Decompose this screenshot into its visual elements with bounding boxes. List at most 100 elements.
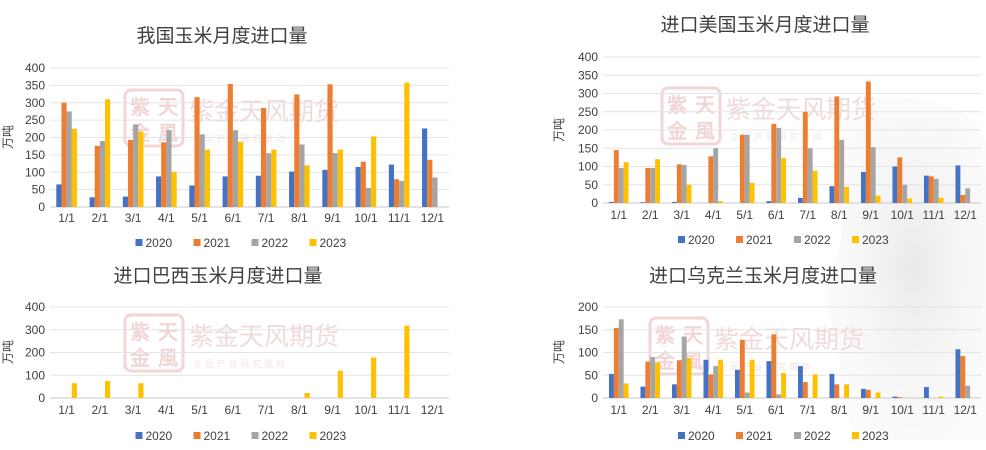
x-tick-label: 8/1 — [291, 403, 308, 417]
chart-title: 进口乌克兰玉米月度进口量 — [649, 265, 877, 287]
bar-2021-2/1 — [645, 361, 651, 398]
bar-2022-2/1 — [650, 167, 656, 203]
bar-2020-8/1 — [829, 373, 835, 398]
bar-2022-9/1 — [870, 147, 876, 203]
x-tick-label: 1/1 — [58, 211, 75, 225]
legend-label: 2022 — [804, 429, 831, 443]
legend-swatch — [135, 432, 143, 439]
bar-2021-3/1 — [127, 139, 134, 207]
bar-2023-1/1 — [623, 383, 629, 398]
y-axis-label: 万吨 — [1, 340, 15, 364]
y-tick-label: 300 — [25, 323, 45, 337]
seal-char: 紫 — [130, 320, 150, 344]
bar-2022-5/1 — [199, 134, 205, 207]
bar-2022-3/1 — [681, 165, 687, 203]
bar-2020-6/1 — [222, 176, 228, 207]
seal-logo — [123, 313, 185, 373]
bar-2021-9/1 — [327, 84, 333, 207]
bar-2020-7/1 — [797, 197, 803, 203]
seal-char: 風 — [158, 346, 178, 370]
bar-2023-8/1 — [844, 186, 850, 203]
bar-2021-8/1 — [834, 384, 840, 398]
bar-2022-6/1 — [776, 394, 782, 398]
bar-2021-3/1 — [676, 360, 682, 398]
x-tick-label: 11/1 — [388, 403, 411, 417]
y-tick-label: 350 — [578, 68, 598, 82]
bar-2020-4/1 — [156, 176, 162, 207]
bar-2023-5/1 — [749, 182, 755, 203]
bar-2022-3/1 — [681, 336, 687, 398]
legend-label: 2020 — [688, 233, 715, 247]
x-tick-label: 4/1 — [158, 211, 175, 225]
legend-label: 2023 — [320, 429, 347, 443]
bar-2021-6/1 — [227, 83, 233, 207]
bar-2023-1/1 — [71, 383, 77, 398]
y-tick-label: 400 — [578, 50, 598, 64]
y-tick-label: 100 — [25, 165, 45, 179]
bar-2023-11/1 — [938, 197, 944, 203]
x-tick-label: 9/1 — [324, 403, 341, 417]
bar-2023-11/1 — [404, 325, 410, 398]
seal-char: 紫 — [667, 93, 687, 117]
bar-2022-11/1 — [399, 180, 405, 207]
bar-2022-12/1 — [965, 385, 971, 398]
legend-swatch — [251, 432, 259, 439]
bar-2021-1/1 — [613, 150, 619, 203]
bar-2023-10/1 — [907, 198, 913, 203]
bar-2022-8/1 — [299, 144, 305, 207]
y-tick-label: 100 — [578, 160, 598, 174]
x-tick-label: 9/1 — [324, 211, 341, 225]
bar-2023-11/1 — [404, 82, 410, 207]
legend-swatch — [794, 432, 801, 439]
x-tick-label: 10/1 — [354, 211, 378, 225]
bar-2020-1/1 — [56, 184, 62, 207]
bar-2023-7/1 — [271, 149, 277, 207]
y-tick-label: 150 — [578, 323, 598, 337]
bar-2020-6/1 — [766, 201, 772, 203]
bar-2021-5/1 — [739, 134, 745, 203]
y-tick-label: 0 — [591, 196, 598, 210]
bar-2020-7/1 — [797, 366, 803, 398]
x-tick-label: 3/1 — [673, 403, 690, 417]
bar-2020-1/1 — [608, 373, 614, 398]
seal-logo — [123, 88, 185, 148]
x-tick-label: 12/1 — [421, 403, 445, 417]
bar-2020-5/1 — [189, 185, 195, 207]
bar-2020-12/1 — [955, 349, 961, 398]
bar-2021-4/1 — [708, 374, 714, 398]
watermark-slogan: 立 足 产 业 研 究 驱 动 — [193, 358, 285, 370]
bar-2021-11/1 — [393, 179, 400, 207]
bar-2022-3/1 — [133, 124, 139, 207]
bar-2021-1/1 — [613, 327, 619, 398]
bar-2022-12/1 — [432, 177, 438, 207]
x-tick-label: 5/1 — [191, 211, 208, 225]
seal-char: 紫 — [130, 95, 150, 119]
watermark-brand: 紫金天风期货 — [189, 322, 339, 351]
legend-label: 2020 — [146, 429, 173, 443]
bar-2023-1/1 — [71, 128, 77, 207]
x-tick-label: 7/1 — [799, 208, 816, 222]
x-tick-label: 10/1 — [354, 403, 378, 417]
legend-label: 2021 — [204, 236, 231, 250]
seal-char: 天 — [158, 95, 179, 119]
bar-2021-4/1 — [708, 156, 714, 203]
bar-2022-6/1 — [232, 130, 239, 207]
x-tick-label: 9/1 — [862, 208, 879, 222]
y-axis-label: 万吨 — [552, 340, 566, 364]
x-tick-label: 1/1 — [610, 403, 627, 417]
bar-2020-12/1 — [422, 128, 428, 207]
watermark-slogan: 立 足 产 业 研 究 驱 动 — [718, 361, 810, 373]
bar-2022-8/1 — [839, 139, 845, 203]
y-tick-label: 100 — [578, 346, 598, 360]
legend-swatch — [678, 236, 685, 243]
bar-2020-6/1 — [766, 361, 772, 398]
x-tick-label: 12/1 — [421, 211, 445, 225]
y-tick-label: 150 — [25, 148, 45, 162]
x-tick-label: 8/1 — [831, 403, 848, 417]
bar-2023-2/1 — [105, 99, 111, 207]
x-tick-label: 6/1 — [225, 211, 242, 225]
seal-char: 風 — [695, 119, 715, 143]
y-tick-label: 150 — [578, 141, 598, 155]
